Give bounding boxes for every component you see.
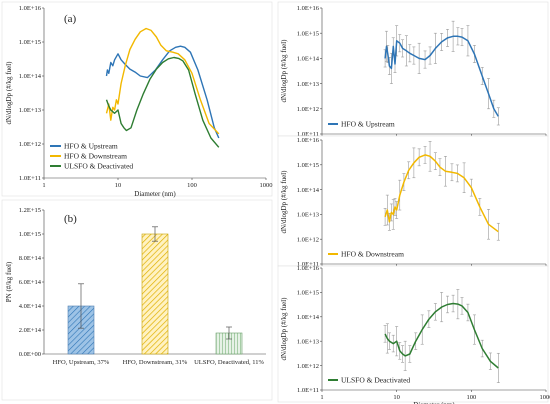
y-tick-label: 1.0E+15 <box>19 39 41 46</box>
y-tick-label: 0.0E+00 <box>19 351 41 358</box>
y-tick-label: 1.0E+16 <box>297 265 320 272</box>
panel-frame <box>277 135 549 267</box>
y-axis-title: dN/dlogDp (#/kg fuel) <box>280 297 288 361</box>
y-axis-title: dN/dlogDp (#/kg fuel) <box>280 170 288 234</box>
x-tick-label: 100 <box>466 394 476 401</box>
panel-label: (b) <box>64 213 77 225</box>
x-tick-label: 10 <box>393 394 400 401</box>
y-tick-label: 1.0E+12 <box>297 236 319 243</box>
x-tick-label: 1000 <box>260 182 273 189</box>
panel-b-frame <box>1 199 273 401</box>
y-tick-label: 1.0E+12 <box>297 363 319 370</box>
category-label: ULSFO, Deactivated, 11% <box>194 359 264 366</box>
series-line <box>105 56 220 148</box>
legend-label: HFO & Downstream <box>341 250 404 259</box>
y-tick-label: 1.0E+12 <box>19 141 41 148</box>
series-line <box>384 302 499 369</box>
y-tick-label: 1.0E+16 <box>297 137 320 144</box>
series-line <box>105 45 220 139</box>
y-tick-label: 1.0E+11 <box>19 175 41 182</box>
y-tick-label: 1.0E+15 <box>297 30 319 37</box>
y-tick-label: 8.0E+14 <box>19 255 42 262</box>
panel-ulsfo-deactivated: 1.0E+11 1.0E+12 1.0E+13 1.0E+14 1.0E+15 1.0E+… <box>277 265 550 404</box>
y-tick-label: 1.0E+14 <box>297 56 320 63</box>
panel-frame <box>277 265 549 403</box>
y-tick-label: 1.0E+15 <box>297 162 319 169</box>
legend-label: ULSFO & Deactivated <box>64 162 133 171</box>
y-tick-label: 1.2E+15 <box>19 207 41 214</box>
x-axis-title: Diameter (nm) <box>134 190 176 198</box>
panel-b-particle-number: 0.0E+00 2.0E+14 4.0E+14 6.0E+14 8.0E+14 1.0E+… <box>1 199 273 401</box>
y-axis-title: dN/dlogDp (#/kg fuel) <box>5 61 13 125</box>
y-tick-label: 4.0E+14 <box>19 303 42 310</box>
legend-label: HFO & Upstream <box>64 142 118 151</box>
panel-a-size-distribution: 1.0E+11 1.0E+12 1.0E+13 1.0E+14 1.0E+15 1.0E+… <box>1 1 273 198</box>
y-axis-title: dN/dlogDp (#/kg fuel) <box>280 39 288 103</box>
series-line <box>105 27 220 135</box>
y-tick-label: 1.0E+12 <box>297 106 319 113</box>
legend-label: HFO & Upstream <box>341 120 395 129</box>
y-tick-label: 1.0E+15 <box>297 290 319 297</box>
panel-hfo-downstream: 1.0E+11 1.0E+12 1.0E+13 1.0E+14 1.0E+15 1.0E+… <box>277 135 549 268</box>
y-axis-title: PN (#/kg fuel) <box>5 261 13 302</box>
y-tick-label: 1.0E+14 <box>297 314 320 321</box>
x-tick-label: 1 <box>42 182 45 189</box>
legend-label: HFO & Downstream <box>64 152 127 161</box>
y-tick-label: 1.0E+13 <box>297 212 319 219</box>
y-tick-label: 1.0E+16 <box>19 5 42 12</box>
panel-a-frame <box>1 1 273 197</box>
y-tick-label: 1.0E+13 <box>297 338 319 345</box>
y-tick-label: 1.0E+14 <box>297 187 320 194</box>
y-tick-label: 1.0E+16 <box>297 5 320 12</box>
bar <box>141 233 169 355</box>
panel-frame <box>277 1 549 137</box>
x-tick-label: 1000 <box>540 394 550 401</box>
y-tick-label: 1.0E+15 <box>19 231 41 238</box>
y-tick-label: 2.0E+14 <box>19 327 42 334</box>
x-axis-title: Diameter (nm) <box>413 401 455 404</box>
panel-label: (a) <box>64 13 77 25</box>
y-tick-label: 1.0E+13 <box>297 81 319 88</box>
x-tick-label: 10 <box>115 182 122 189</box>
y-tick-label: 1.0E+11 <box>297 131 319 138</box>
series-line <box>384 35 499 117</box>
legend-label: ULSFO & Deactivated <box>341 376 410 385</box>
y-tick-label: 1.0E+11 <box>297 261 319 268</box>
y-tick-label: 1.0E+14 <box>19 73 42 80</box>
x-tick-label: 1 <box>320 394 323 401</box>
category-label: HFO, Downstream, 31% <box>123 359 188 366</box>
y-tick-label: 6.0E+14 <box>19 279 42 286</box>
x-tick-label: 100 <box>187 182 197 189</box>
series-line <box>384 154 499 233</box>
y-tick-label: 1.0E+13 <box>19 107 41 114</box>
panel-hfo-upstream: 1.0E+11 1.0E+12 1.0E+13 1.0E+14 1.0E+15 1.0E+… <box>277 1 549 138</box>
y-tick-label: 1.0E+11 <box>297 387 319 394</box>
category-label: HFO, Upstream, 37% <box>53 359 110 366</box>
